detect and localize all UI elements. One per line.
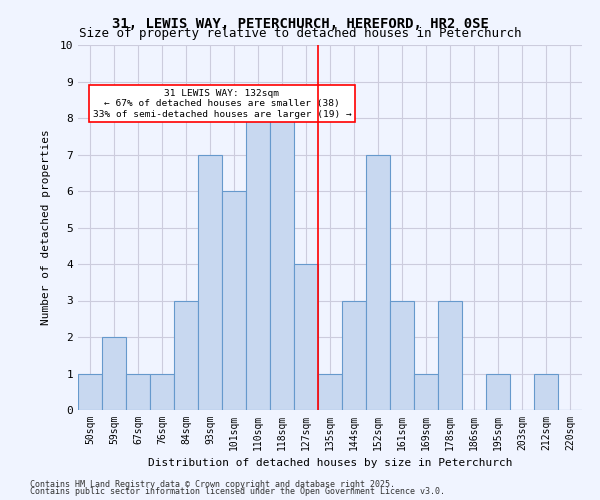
Bar <box>414 374 438 410</box>
Bar <box>222 191 246 410</box>
Text: Contains HM Land Registry data © Crown copyright and database right 2025.: Contains HM Land Registry data © Crown c… <box>30 480 395 489</box>
Bar <box>534 374 558 410</box>
Bar <box>150 374 174 410</box>
Bar <box>174 300 198 410</box>
Bar <box>294 264 318 410</box>
Bar <box>486 374 510 410</box>
Bar <box>78 374 102 410</box>
Bar <box>438 300 462 410</box>
Text: Size of property relative to detached houses in Peterchurch: Size of property relative to detached ho… <box>79 28 521 40</box>
Text: 31 LEWIS WAY: 132sqm
← 67% of detached houses are smaller (38)
33% of semi-detac: 31 LEWIS WAY: 132sqm ← 67% of detached h… <box>92 89 352 118</box>
Bar <box>390 300 414 410</box>
X-axis label: Distribution of detached houses by size in Peterchurch: Distribution of detached houses by size … <box>148 458 512 468</box>
Bar <box>126 374 150 410</box>
Bar <box>342 300 366 410</box>
Y-axis label: Number of detached properties: Number of detached properties <box>41 130 52 326</box>
Bar <box>366 154 390 410</box>
Text: Contains public sector information licensed under the Open Government Licence v3: Contains public sector information licen… <box>30 487 445 496</box>
Bar <box>102 337 126 410</box>
Bar <box>246 118 270 410</box>
Text: 31, LEWIS WAY, PETERCHURCH, HEREFORD, HR2 0SE: 31, LEWIS WAY, PETERCHURCH, HEREFORD, HR… <box>112 18 488 32</box>
Bar <box>270 118 294 410</box>
Bar <box>318 374 342 410</box>
Bar <box>198 154 222 410</box>
